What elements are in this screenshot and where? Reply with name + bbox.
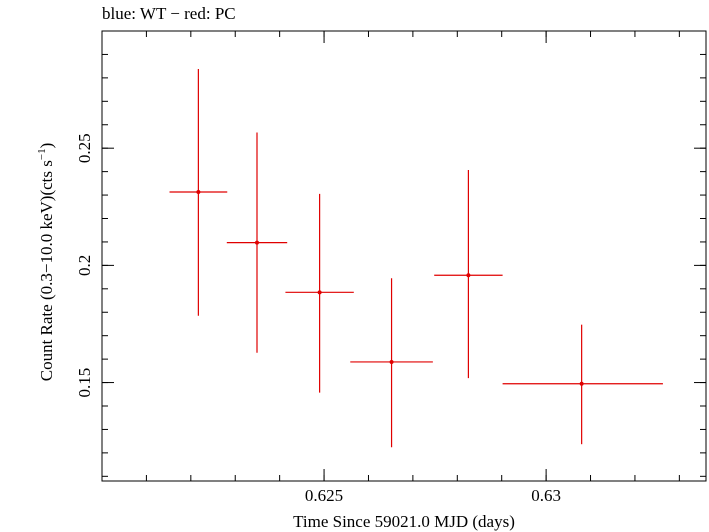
minor-ticks xyxy=(101,30,706,481)
x-tick-label: 0.625 xyxy=(305,486,343,505)
y-axis-label-sup: −1 xyxy=(36,148,48,160)
point-marker xyxy=(466,273,471,278)
data-point xyxy=(434,169,503,379)
y-tick-label: 0.2 xyxy=(75,255,94,276)
point-marker xyxy=(254,240,259,245)
tick-labels: 0.625 0.63 0.15 0.2 0.25 xyxy=(75,133,561,505)
major-ticks xyxy=(102,31,706,481)
y-axis-label: Count Rate (0.3−10.0 keV)(cts s−1) xyxy=(36,143,56,382)
data-point xyxy=(502,324,663,445)
chart-title: blue: WT − red: PC xyxy=(102,4,236,23)
point-marker xyxy=(389,359,394,364)
data-point xyxy=(226,132,288,353)
x-tick-label: 0.63 xyxy=(531,486,561,505)
data-point xyxy=(285,193,354,393)
data-point xyxy=(169,68,228,316)
data-point xyxy=(350,278,433,448)
x-axis-label: Time Since 59021.0 MJD (days) xyxy=(293,512,515,531)
y-tick-label: 0.15 xyxy=(75,368,94,398)
point-marker xyxy=(317,290,322,295)
plot-frame xyxy=(101,30,707,482)
point-marker xyxy=(579,381,584,386)
point-marker xyxy=(196,190,201,195)
y-axis-label-close: ) xyxy=(37,143,56,149)
y-axis-label-main: Count Rate (0.3−10.0 keV)(cts s xyxy=(37,160,56,381)
data-points xyxy=(169,68,663,448)
y-tick-label: 0.25 xyxy=(75,133,94,163)
